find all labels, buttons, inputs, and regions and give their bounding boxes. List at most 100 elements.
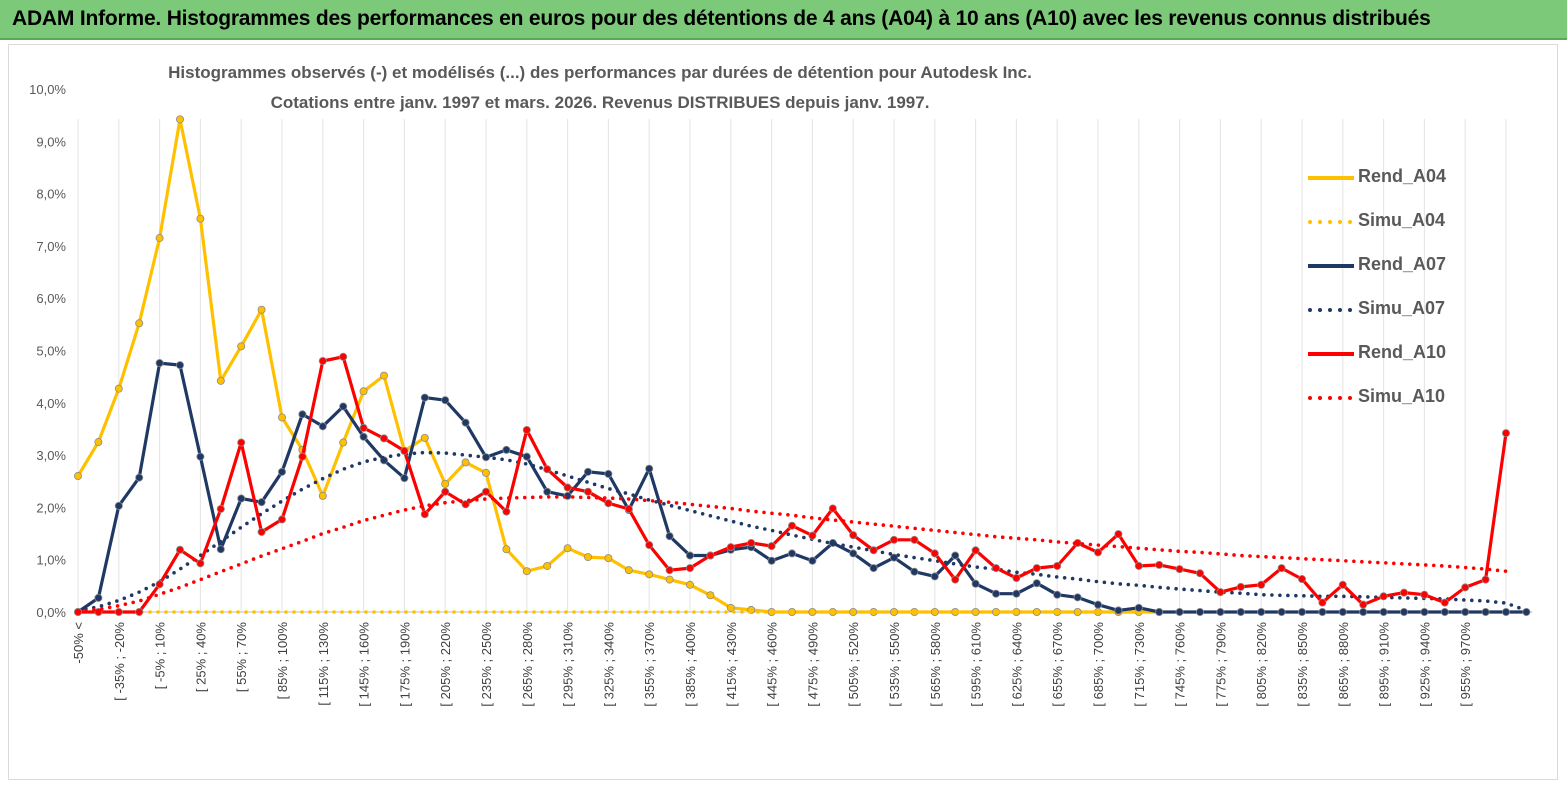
gridlines: [77, 119, 1533, 613]
data-point: [849, 531, 858, 540]
x-tick-label: [ 295% ; 310%: [561, 622, 576, 707]
chart-title: Histogrammes observés (-) et modélisés (…: [150, 63, 1050, 83]
data-point: [1522, 608, 1531, 617]
y-tick-label: 4,0%: [36, 396, 66, 411]
legend-item-simu-a10[interactable]: Simu_A10: [1300, 382, 1500, 412]
x-tick-label: [ 685% ; 700%: [1091, 622, 1106, 707]
data-point: [522, 452, 531, 461]
data-point: [706, 591, 715, 600]
data-point: [1379, 592, 1388, 601]
data-point: [135, 608, 144, 617]
data-point: [461, 418, 470, 427]
data-point: [910, 567, 919, 576]
data-point: [604, 469, 613, 478]
data-point: [869, 546, 878, 555]
data-point: [971, 546, 980, 555]
data-point: [175, 115, 184, 124]
data-point: [788, 549, 797, 558]
y-axis: 0,0% 1,0% 2,0% 3,0% 4,0% 5,0% 6,0% 7,0% 8,0% 9,0%…: [29, 82, 66, 620]
data-point: [645, 464, 654, 473]
data-point: [1502, 429, 1511, 438]
data-point: [828, 504, 837, 513]
legend-label: Rend_A04: [1358, 166, 1447, 186]
series-line-rend-a04: [76, 117, 1160, 614]
y-tick-label: 0,0%: [36, 605, 66, 620]
data-point: [992, 564, 1001, 573]
data-point: [624, 566, 633, 575]
data-point: [584, 487, 593, 496]
data-point: [74, 472, 83, 481]
data-point: [1175, 608, 1184, 617]
data-point: [604, 554, 613, 563]
data-point: [584, 553, 593, 562]
data-point: [339, 438, 348, 447]
data-point: [543, 465, 552, 474]
x-tick-label: [ 955% ; 970%: [1458, 622, 1473, 707]
x-tick-label: [ 835% ; 850%: [1295, 622, 1310, 707]
x-tick-label: [ 355% ; 370%: [642, 622, 657, 707]
data-point: [686, 551, 695, 560]
x-tick-label: [ 85% ; 100%: [275, 622, 290, 700]
data-point: [94, 438, 103, 447]
legend-label: Simu_A04: [1358, 210, 1446, 230]
chart-frame: [8, 44, 1558, 780]
x-tick-label: [ 745% ; 760%: [1173, 622, 1188, 707]
data-point: [196, 214, 205, 223]
data-point: [665, 566, 674, 575]
data-point: [1114, 530, 1123, 539]
data-point: [379, 434, 388, 443]
legend-item-simu-a04[interactable]: Simu_A04: [1300, 206, 1500, 236]
x-tick-label: [ 655% ; 670%: [1050, 622, 1065, 707]
data-point: [1440, 598, 1449, 607]
x-tick-label: [ 535% ; 550%: [887, 622, 902, 707]
data-point: [1298, 608, 1307, 617]
data-point: [1134, 561, 1143, 570]
data-point: [1318, 608, 1327, 617]
data-point: [849, 549, 858, 558]
x-tick-label: [ 325% ; 340%: [601, 622, 616, 707]
data-point: [1318, 598, 1327, 607]
data-point: [216, 376, 225, 385]
data-point: [726, 543, 735, 552]
x-tick-label: [ -35% ; -20%: [112, 622, 127, 701]
legend-label: Rend_A07: [1358, 254, 1447, 274]
data-point: [808, 531, 817, 540]
data-point: [522, 425, 531, 434]
x-tick-label: [ 205% ; 220%: [438, 622, 453, 707]
data-point: [1257, 608, 1266, 617]
legend-item-rend-a07[interactable]: Rend_A07: [1300, 250, 1500, 280]
data-point: [400, 474, 409, 483]
data-point: [890, 553, 899, 562]
data-point: [665, 575, 674, 584]
data-point: [1134, 603, 1143, 612]
data-point: [257, 305, 266, 314]
data-point: [461, 500, 470, 509]
legend-label: Simu_A10: [1358, 386, 1446, 406]
data-point: [237, 342, 246, 351]
data-point: [175, 361, 184, 370]
data-point: [910, 535, 919, 544]
data-point: [706, 551, 715, 560]
data-point: [869, 564, 878, 573]
data-point: [1155, 608, 1164, 617]
x-tick-label: [ 625% ; 640%: [1009, 622, 1024, 707]
data-point: [604, 499, 613, 508]
data-point: [543, 561, 552, 570]
data-point: [1175, 565, 1184, 574]
legend-item-rend-a10[interactable]: Rend_A10: [1300, 338, 1500, 368]
x-tick-label: [ 115% ; 130%: [316, 622, 331, 706]
data-point: [237, 438, 246, 447]
series-points-rend-a10: [74, 352, 1511, 617]
data-point: [1481, 575, 1490, 584]
data-point: [1053, 561, 1062, 570]
legend-label: Rend_A10: [1358, 342, 1447, 362]
report-banner: ADAM Informe. Histogrammes des performan…: [0, 0, 1567, 40]
series-line-simu-a07: [76, 450, 1529, 613]
data-point: [1012, 574, 1021, 583]
data-point: [175, 545, 184, 554]
data-point: [114, 608, 123, 617]
data-point: [1257, 580, 1266, 589]
legend-item-simu-a07[interactable]: Simu_A07: [1300, 294, 1500, 324]
data-point: [543, 487, 552, 496]
legend-item-rend-a04[interactable]: Rend_A04: [1300, 162, 1500, 192]
